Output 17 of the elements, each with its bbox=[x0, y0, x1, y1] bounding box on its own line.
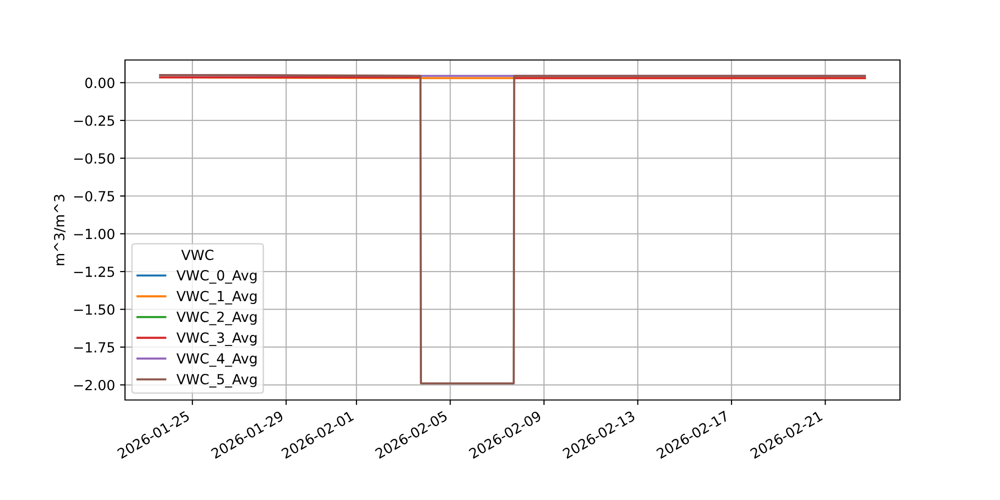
y-tick-label: 0.00 bbox=[85, 78, 114, 88]
y-tick-label: −0.50 bbox=[74, 153, 114, 164]
y-tick-label: −0.25 bbox=[74, 115, 114, 126]
y-tick-label: −1.00 bbox=[74, 228, 114, 240]
y-tick-label: −1.75 bbox=[74, 342, 114, 353]
legend-label: VWC_5_Avg bbox=[176, 374, 257, 388]
y-tick-label: −0.75 bbox=[74, 190, 114, 202]
legend-title: VWC bbox=[181, 250, 214, 260]
y-tick-label: −1.50 bbox=[74, 304, 114, 315]
y-tick-label: −1.25 bbox=[74, 266, 114, 278]
legend-label: VWC_4_Avg bbox=[176, 353, 257, 367]
legend-label: VWC_3_Avg bbox=[176, 332, 257, 346]
y-tick-label: −2.00 bbox=[74, 380, 114, 390]
legend-label: VWC_0_Avg bbox=[176, 270, 257, 284]
y-axis-title: m^3/m^3 bbox=[54, 194, 66, 266]
legend-label: VWC_2_Avg bbox=[176, 312, 257, 326]
legend-label: VWC_1_Avg bbox=[176, 290, 257, 304]
